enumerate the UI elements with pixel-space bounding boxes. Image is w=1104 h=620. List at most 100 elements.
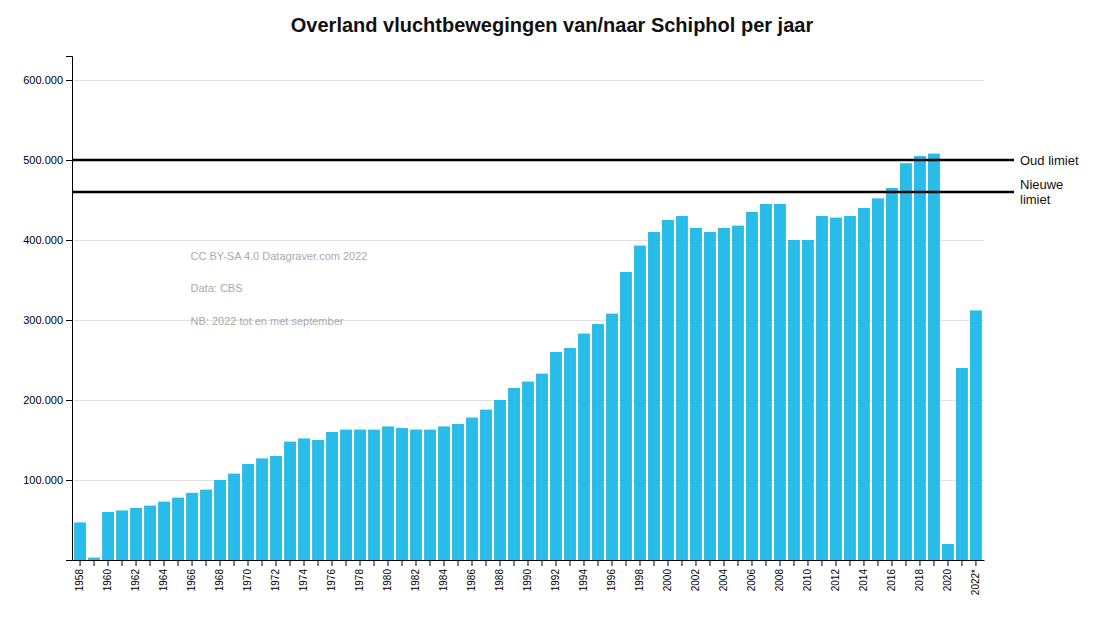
x-tick [206, 560, 207, 566]
bar [354, 430, 366, 560]
annotations: CC BY-SA 4.0 Datagraver.com 2022Data: CB… [191, 250, 368, 328]
x-tick-mark [220, 560, 221, 566]
x-tick [877, 560, 878, 566]
x-tick [541, 560, 542, 566]
x-tick: 1990 [522, 560, 533, 591]
bar [116, 510, 128, 560]
bar [606, 314, 618, 560]
x-tick: 1996 [606, 560, 617, 591]
x-tick [849, 560, 850, 566]
bar [662, 220, 674, 560]
y-axis-line [66, 57, 73, 561]
x-tick-label: 1980 [382, 569, 393, 592]
x-tick [94, 560, 95, 566]
x-tick-label: 1958 [74, 569, 85, 592]
bar [830, 218, 842, 560]
x-tick-mark [248, 560, 249, 566]
x-tick-mark [108, 560, 109, 566]
x-tick: 2018 [914, 560, 925, 591]
reference-line [72, 159, 1014, 162]
x-tick-label: 2014 [858, 569, 869, 592]
x-tick-label: 1972 [270, 569, 281, 592]
x-tick-label: 1990 [522, 569, 533, 592]
x-tick [122, 560, 123, 566]
bar [480, 410, 492, 560]
bar [186, 493, 198, 560]
x-tick-mark [444, 560, 445, 566]
y-tick: 200.000 [23, 394, 72, 406]
x-tick-mark [486, 560, 487, 566]
x-tick-label: 1964 [158, 569, 169, 592]
x-tick-label: 1976 [326, 569, 337, 592]
x-tick-label: 2008 [774, 569, 785, 592]
x-tick: 1992 [550, 560, 561, 591]
x-tick: 1960 [102, 560, 113, 591]
annotation: NB: 2022 tot en met september [191, 315, 344, 327]
y-tick-label: 200.000 [23, 394, 63, 406]
x-tick: 1962 [130, 560, 141, 591]
bar [438, 426, 450, 560]
x-tick-mark [164, 560, 165, 566]
x-tick-mark [234, 560, 235, 566]
bar [270, 456, 282, 560]
x-tick-mark [346, 560, 347, 566]
x-tick [486, 560, 487, 566]
bar [158, 502, 170, 560]
title: Overland vluchtbewegingen van/naar Schip… [291, 14, 814, 36]
x-tick-mark [541, 560, 542, 566]
x-tick-mark [276, 560, 277, 566]
x-tick-mark [765, 560, 766, 566]
x-tick-mark [611, 560, 612, 566]
x-tick-mark [388, 560, 389, 566]
x-tick [458, 560, 459, 566]
x-tick-mark [150, 560, 151, 566]
x-tick-mark [723, 560, 724, 566]
x-tick-mark [528, 560, 529, 566]
y-tick-mark [66, 320, 72, 321]
x-tick: 1982 [410, 560, 421, 591]
y-tick-mark [66, 480, 72, 481]
bar [368, 430, 380, 560]
x-tick: 1978 [354, 560, 365, 591]
bar [634, 246, 646, 560]
bar [928, 154, 940, 560]
bar [172, 498, 184, 560]
bar [858, 208, 870, 560]
x-tick [290, 560, 291, 566]
x-tick [765, 560, 766, 566]
x-tick: 1984 [438, 560, 449, 591]
bar [522, 382, 534, 560]
x-tick: 1976 [326, 560, 337, 591]
bar [466, 418, 478, 560]
y-tick-label: 600.000 [23, 74, 63, 86]
x-tick [905, 560, 906, 566]
x-tick-mark [500, 560, 501, 566]
x-tick: 2002 [690, 560, 701, 591]
x-tick [374, 560, 375, 566]
x-tick-mark [430, 560, 431, 566]
x-tick: 2000 [662, 560, 673, 591]
bar [914, 156, 926, 560]
y-tick: 300.000 [23, 314, 72, 326]
x-tick-mark [947, 560, 948, 566]
x-tick-mark [877, 560, 878, 566]
bar [396, 428, 408, 560]
bar [578, 334, 590, 560]
x-tick-mark [360, 560, 361, 566]
annotation: CC BY-SA 4.0 Datagraver.com 2022 [191, 250, 368, 262]
x-tick: 2010 [802, 560, 813, 591]
bar [424, 430, 436, 560]
x-tick-mark [821, 560, 822, 566]
bar [452, 424, 464, 560]
x-tick-mark [709, 560, 710, 566]
x-tick-mark [681, 560, 682, 566]
x-tick: 1988 [494, 560, 505, 591]
bar [256, 458, 268, 560]
x-tick-mark [262, 560, 263, 566]
x-tick-label: 2022* [970, 569, 981, 595]
bar [326, 432, 338, 560]
x-tick-label: 2006 [746, 569, 757, 592]
x-tick: 1964 [158, 560, 169, 591]
bar [592, 324, 604, 560]
x-tick [793, 560, 794, 566]
